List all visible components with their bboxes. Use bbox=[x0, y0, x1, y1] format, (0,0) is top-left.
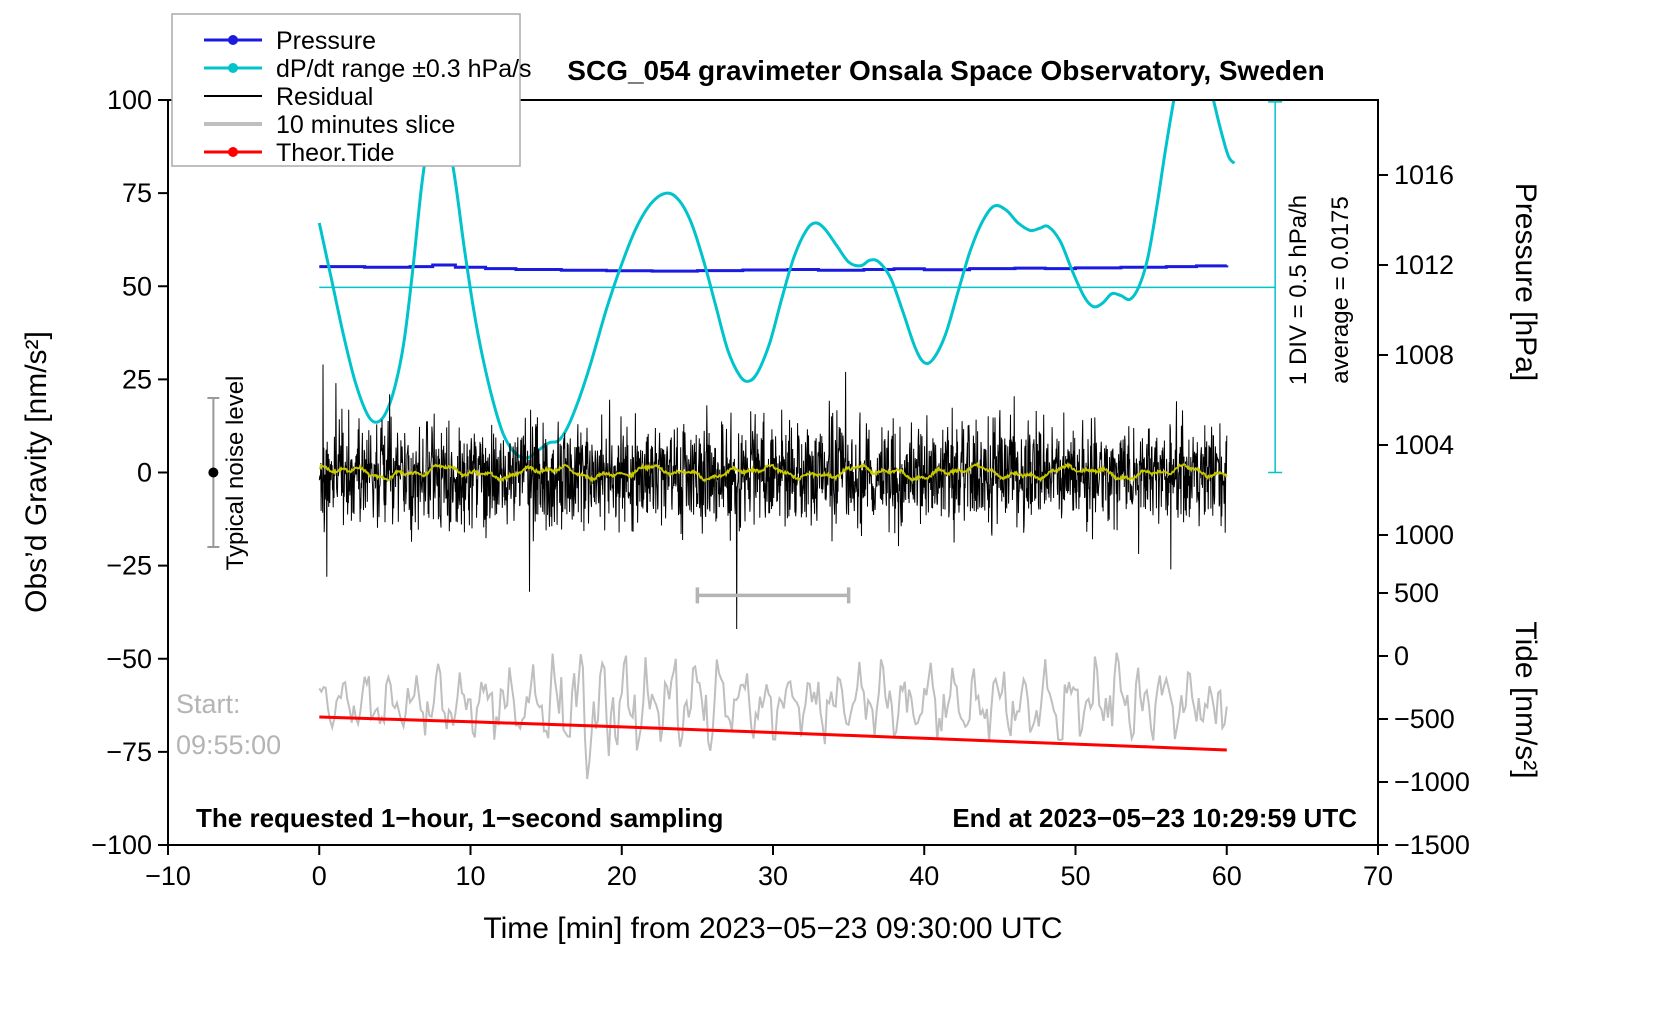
gravity-axis-tick-label: −50 bbox=[106, 644, 152, 674]
tide-axis-title: Tide [nm/s²] bbox=[1509, 621, 1542, 778]
legend-item-label: Residual bbox=[276, 83, 373, 111]
series-theor-tide bbox=[319, 715, 1227, 752]
slice-duration-scalebar bbox=[695, 587, 851, 604]
pressure-axis-tick-label: 1012 bbox=[1394, 250, 1454, 280]
series-dpdt bbox=[317, 101, 1236, 460]
x-axis-tick-label: −10 bbox=[145, 861, 191, 891]
gravity-axis-tick-label: 25 bbox=[122, 364, 152, 394]
x-axis-tick-label: 50 bbox=[1060, 861, 1090, 891]
dpdt-div-scale-bar bbox=[1268, 101, 1283, 474]
legend-item-label: dP/dt range ±0.3 hPa/s bbox=[276, 55, 532, 83]
legend-item-label: 10 minutes slice bbox=[276, 111, 455, 139]
x-axis-tick-label: 30 bbox=[758, 861, 788, 891]
start-label-line1: Start: bbox=[176, 689, 241, 719]
noise-level-dot bbox=[208, 467, 219, 478]
chart-title: SCG_054 gravimeter Onsala Space Observat… bbox=[567, 55, 1324, 86]
x-axis-tick-label: 0 bbox=[312, 861, 327, 891]
series-pressure bbox=[319, 263, 1229, 273]
legend-item-label: Pressure bbox=[276, 27, 376, 55]
pressure-axis-tick-label: 1016 bbox=[1394, 160, 1454, 190]
axes-layer: −10 0 10 20 30 40 50 60 701007550250−25−50−75−10… bbox=[91, 85, 1470, 891]
average-note: average = 0.0175 bbox=[1327, 196, 1354, 384]
x-axis-tick-label: 40 bbox=[909, 861, 939, 891]
tide-axis-tick-label: 0 bbox=[1394, 641, 1409, 671]
gravity-axis-tick-label: −25 bbox=[106, 551, 152, 581]
legend-marker-dot bbox=[228, 35, 238, 45]
gravity-axis-tick-label: 0 bbox=[137, 458, 152, 488]
legend-item-label: Theor.Tide bbox=[276, 139, 395, 167]
noise-level-label: Typical noise level bbox=[222, 376, 249, 571]
tide-axis-tick-label: −1500 bbox=[1394, 830, 1470, 860]
legend-marker-dot bbox=[228, 63, 238, 73]
end-note: End at 2023−05−23 10:29:59 UTC bbox=[952, 803, 1357, 833]
left-axis-title: Obs’d Gravity [nm/s²] bbox=[20, 331, 53, 613]
x-axis-tick-label: 10 bbox=[455, 861, 485, 891]
pressure-axis-title: Pressure [hPa] bbox=[1509, 183, 1542, 381]
gravity-axis-tick-label: 50 bbox=[122, 271, 152, 301]
series-layer bbox=[207, 101, 1283, 780]
tide-axis-tick-label: −1000 bbox=[1394, 767, 1470, 797]
legend-marker-dot bbox=[228, 147, 238, 157]
div-scale-note: 1 DIV = 0.5 hPa/h bbox=[1285, 195, 1312, 385]
gravity-axis-tick-label: 100 bbox=[107, 85, 152, 115]
series-residual bbox=[318, 364, 1228, 630]
gravity-axis-tick-label: 75 bbox=[122, 178, 152, 208]
sampling-note: The requested 1−hour, 1−second sampling bbox=[196, 803, 723, 833]
series-10min-slice bbox=[318, 652, 1228, 780]
pressure-axis-tick-label: 1004 bbox=[1394, 430, 1454, 460]
x-axis-tick-label: 20 bbox=[607, 861, 637, 891]
start-label-line2: 09:55:00 bbox=[176, 730, 281, 760]
series-residual-smoothed bbox=[318, 461, 1228, 484]
gravity-axis-tick-label: −100 bbox=[91, 830, 152, 860]
x-axis-tick-label: 70 bbox=[1363, 861, 1393, 891]
tide-axis-tick-label: 500 bbox=[1394, 578, 1439, 608]
pressure-axis-tick-label: 1000 bbox=[1394, 520, 1454, 550]
x-axis-tick-label: 60 bbox=[1212, 861, 1242, 891]
tide-axis-tick-label: −500 bbox=[1394, 704, 1455, 734]
gravity-axis-tick-label: −75 bbox=[106, 737, 152, 767]
x-axis-title: Time [min] from 2023−05−23 09:30:00 UTC bbox=[483, 912, 1062, 945]
pressure-axis-tick-label: 1008 bbox=[1394, 340, 1454, 370]
